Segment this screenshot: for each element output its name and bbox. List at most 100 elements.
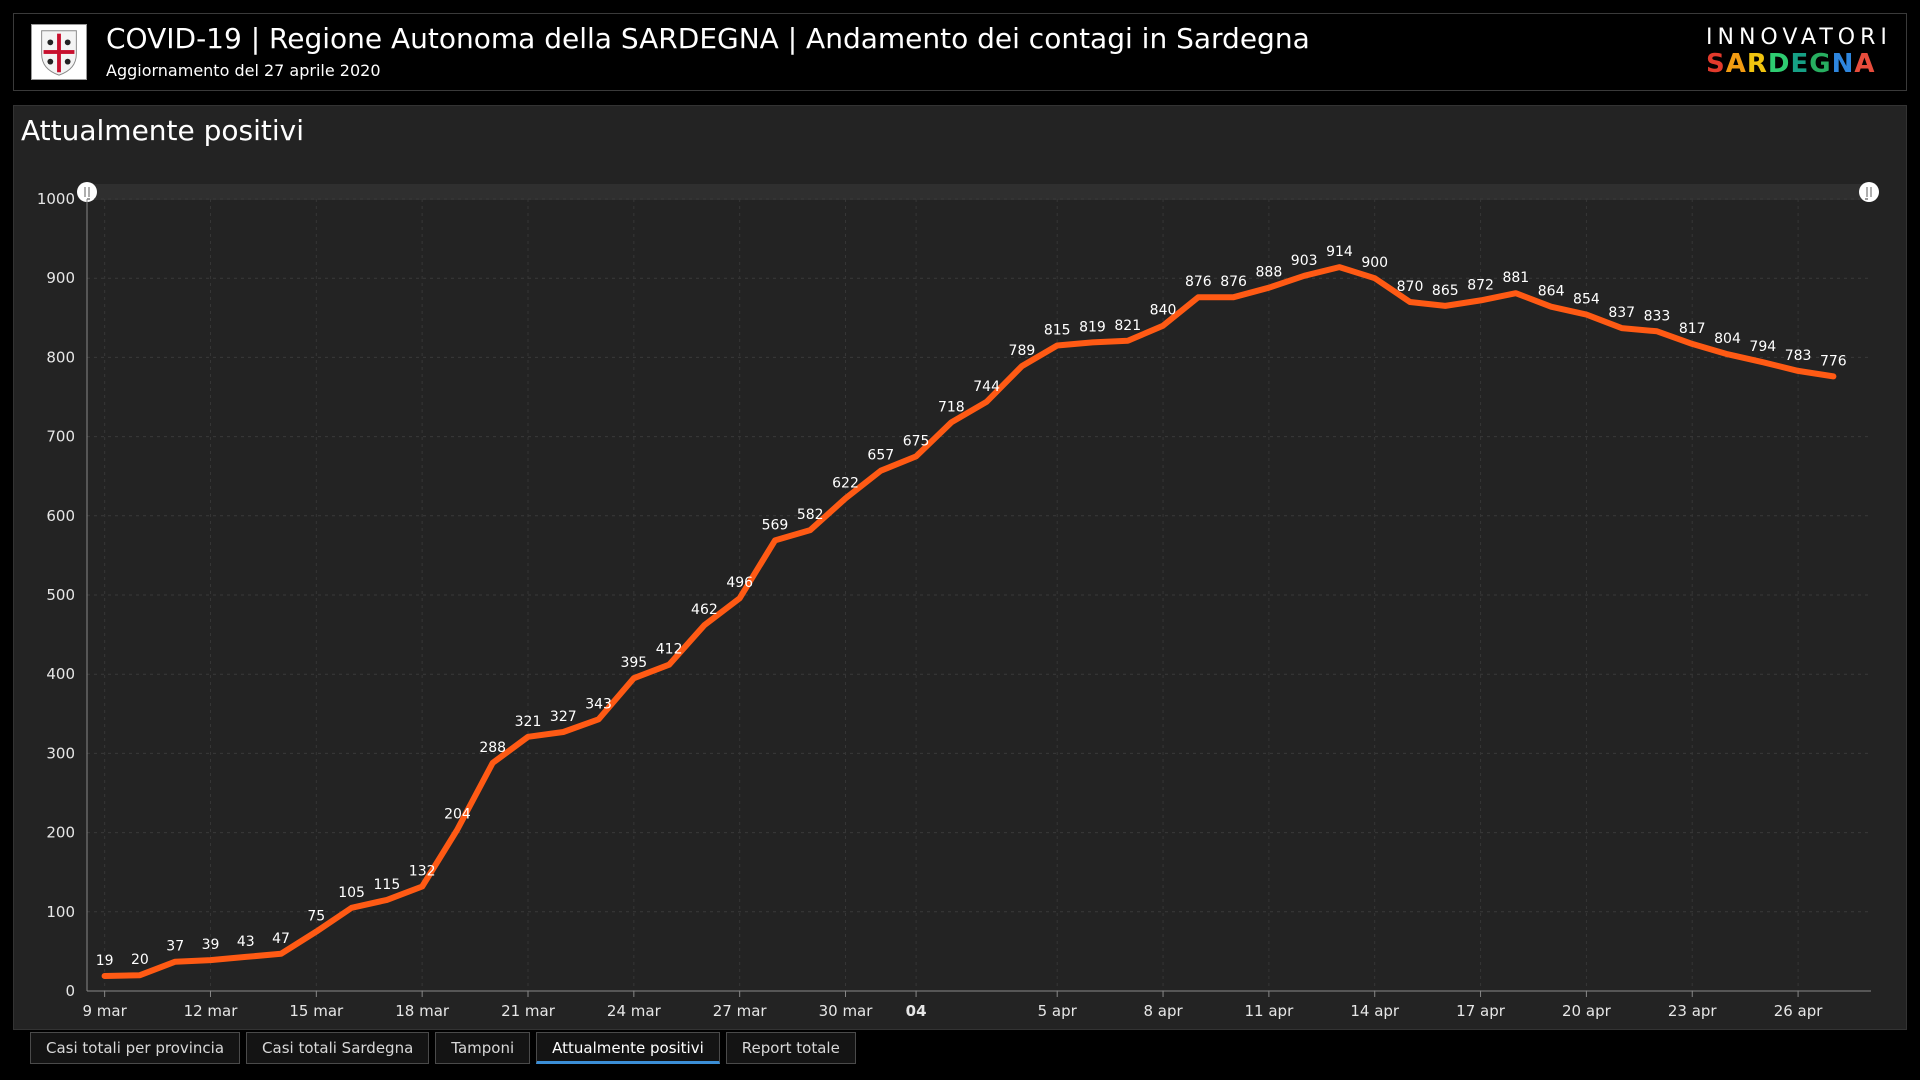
data-point bbox=[878, 468, 884, 474]
tab-casi-totali-sardegna[interactable]: Casi totali Sardegna bbox=[246, 1032, 430, 1064]
data-point bbox=[913, 453, 919, 459]
x-tick-label: 14 apr bbox=[1350, 1002, 1400, 1020]
update-date: Aggiornamento del 27 aprile 2020 bbox=[106, 61, 381, 80]
x-tick-label: 20 apr bbox=[1562, 1002, 1612, 1020]
data-point bbox=[1760, 359, 1766, 365]
data-label: 343 bbox=[585, 696, 612, 712]
data-label: 462 bbox=[691, 602, 718, 618]
data-point bbox=[1336, 264, 1342, 270]
data-label: 881 bbox=[1502, 270, 1529, 286]
data-label: 804 bbox=[1714, 331, 1741, 347]
brand-letter: G bbox=[1809, 49, 1832, 79]
data-label: 569 bbox=[762, 517, 789, 533]
x-tick-label: 15 mar bbox=[289, 1002, 344, 1020]
tab-attualmente-positivi[interactable]: Attualmente positivi bbox=[536, 1032, 720, 1064]
data-point bbox=[1407, 299, 1413, 305]
data-point bbox=[349, 905, 355, 911]
data-label: 903 bbox=[1291, 253, 1318, 269]
data-label: 675 bbox=[903, 433, 930, 449]
data-point bbox=[1619, 325, 1625, 331]
y-tick-label: 700 bbox=[46, 428, 75, 446]
data-label: 321 bbox=[515, 714, 542, 730]
data-point bbox=[1089, 339, 1095, 345]
x-tick-label: 17 apr bbox=[1456, 1002, 1506, 1020]
data-point bbox=[1725, 351, 1731, 357]
data-point bbox=[984, 399, 990, 405]
data-label: 870 bbox=[1397, 279, 1424, 295]
data-point bbox=[807, 527, 813, 533]
data-point bbox=[560, 729, 566, 735]
data-label: 914 bbox=[1326, 244, 1353, 260]
data-label: 327 bbox=[550, 709, 577, 725]
y-tick-label: 200 bbox=[46, 824, 75, 842]
y-tick-label: 600 bbox=[46, 507, 75, 525]
data-label: 204 bbox=[444, 806, 471, 822]
data-point bbox=[243, 954, 249, 960]
x-tick-label: 12 mar bbox=[184, 1002, 239, 1020]
brand-letter: N bbox=[1831, 49, 1855, 79]
data-label: 75 bbox=[307, 909, 325, 925]
y-tick-label: 300 bbox=[46, 744, 75, 762]
x-tick-label: 04 bbox=[906, 1002, 927, 1020]
data-point bbox=[490, 760, 496, 766]
x-tick-label: 26 apr bbox=[1774, 1002, 1824, 1020]
data-label: 876 bbox=[1220, 274, 1247, 290]
data-label: 817 bbox=[1679, 321, 1706, 337]
data-point bbox=[1442, 303, 1448, 309]
y-tick-label: 0 bbox=[65, 982, 75, 1000]
tab-tamponi[interactable]: Tamponi bbox=[435, 1032, 531, 1064]
y-tick-label: 400 bbox=[46, 665, 75, 683]
data-label: 854 bbox=[1573, 292, 1600, 308]
x-tick-label: 11 apr bbox=[1245, 1002, 1295, 1020]
tab-casi-totali-per-provincia[interactable]: Casi totali per provincia bbox=[30, 1032, 241, 1064]
data-label: 37 bbox=[166, 939, 184, 955]
x-tick-label: 30 mar bbox=[819, 1002, 874, 1020]
page-title: COVID-19 | Regione Autonoma della SARDEG… bbox=[106, 22, 1310, 55]
data-label: 837 bbox=[1608, 305, 1635, 321]
data-point bbox=[737, 595, 743, 601]
data-point bbox=[701, 622, 707, 628]
data-label: 864 bbox=[1538, 284, 1565, 300]
data-point bbox=[1654, 328, 1660, 334]
x-tick-label: 18 mar bbox=[395, 1002, 450, 1020]
data-label: 900 bbox=[1361, 255, 1388, 271]
data-point bbox=[631, 675, 637, 681]
data-point bbox=[454, 826, 460, 832]
data-label: 47 bbox=[272, 931, 290, 947]
data-point bbox=[1372, 275, 1378, 281]
app-header: COVID-19 | Regione Autonoma della SARDEG… bbox=[13, 13, 1907, 91]
range-slider-track bbox=[87, 184, 1871, 200]
data-label: 395 bbox=[620, 655, 647, 671]
data-label: 819 bbox=[1079, 319, 1106, 335]
data-label: 43 bbox=[237, 934, 255, 950]
y-tick-label: 900 bbox=[46, 269, 75, 287]
data-point bbox=[419, 883, 425, 889]
data-label: 19 bbox=[96, 953, 114, 969]
data-label: 105 bbox=[338, 885, 365, 901]
tab-report-totale[interactable]: Report totale bbox=[725, 1032, 856, 1064]
brand-letter: R bbox=[1746, 49, 1768, 79]
innovatori-sardegna-logo: INNOVATORI SARDEGNA bbox=[1706, 25, 1892, 79]
data-point bbox=[843, 495, 849, 501]
data-label: 288 bbox=[479, 740, 506, 756]
range-slider-handle-start[interactable] bbox=[77, 182, 97, 202]
data-point bbox=[1689, 341, 1695, 347]
data-label: 783 bbox=[1785, 348, 1812, 364]
data-point bbox=[313, 929, 319, 935]
data-point bbox=[1583, 312, 1589, 318]
data-label: 821 bbox=[1114, 318, 1141, 334]
crest-emblem bbox=[33, 26, 85, 78]
range-slider-handle-end[interactable] bbox=[1859, 182, 1879, 202]
data-point bbox=[207, 957, 213, 963]
data-label: 582 bbox=[797, 507, 824, 523]
data-label: 744 bbox=[973, 379, 1000, 395]
chart-panel-title: Attualmente positivi bbox=[21, 114, 305, 147]
data-label: 872 bbox=[1467, 277, 1494, 293]
line-chart: 0 100 200 300 400 500 600 700 800 900 1000 9 mar 12 … bbox=[37, 182, 1879, 1020]
data-label: 622 bbox=[832, 475, 859, 491]
data-point bbox=[666, 662, 672, 668]
data-point bbox=[1513, 290, 1519, 296]
data-label: 840 bbox=[1150, 303, 1177, 319]
brand-top-text: INNOVATORI bbox=[1706, 25, 1892, 50]
brand-letter: A bbox=[1725, 49, 1747, 79]
